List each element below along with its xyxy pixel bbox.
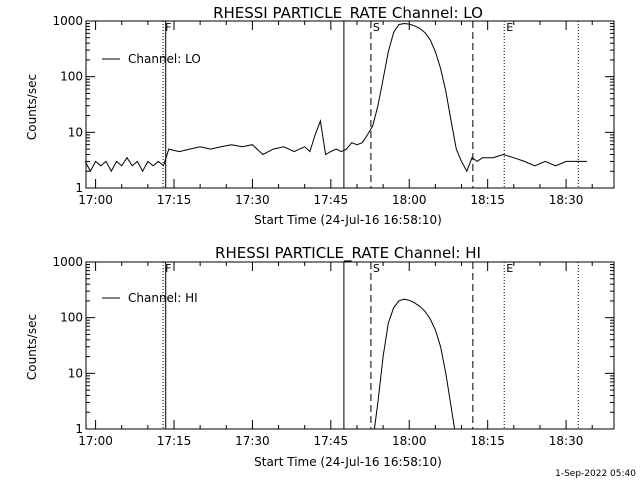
plot-frame (85, 20, 615, 189)
x-tick-label: 17:45 (314, 434, 349, 448)
event-marker-label: E (506, 21, 513, 34)
x-tick-label: 17:15 (157, 193, 192, 207)
event-marker-label: S (373, 262, 380, 275)
event-marker-label: F (165, 262, 171, 275)
y-axis-label-hi: Counts/sec (25, 314, 39, 380)
event-marker-label: F (165, 21, 171, 34)
y-tick-label: 1 (75, 422, 83, 436)
x-tick-label: 18:30 (549, 434, 584, 448)
x-tick-label: 18:00 (392, 434, 427, 448)
footer-timestamp: 1-Sep-2022 05:40 (555, 469, 636, 479)
y-tick-label: 10 (68, 125, 83, 139)
x-tick-label: 18:15 (470, 193, 505, 207)
x-tick-label: 17:45 (314, 193, 349, 207)
x-tick-label: 18:30 (549, 193, 584, 207)
chart-title-lo: RHESSI PARTICLE_RATE Channel: LO (213, 4, 483, 23)
x-tick-label: 17:30 (235, 193, 270, 207)
y-tick-label: 100 (60, 311, 83, 325)
x-tick-label: 17:15 (157, 434, 192, 448)
x-tick-label: 17:00 (78, 193, 113, 207)
x-axis-label-lo: Start Time (24-Jul-16 16:58:10) (254, 213, 442, 227)
y-tick-label: 1000 (52, 255, 83, 269)
lo-channel-panel: RHESSI PARTICLE_RATE Channel: LO Start T… (25, 4, 615, 227)
x-tick-label: 17:00 (78, 434, 113, 448)
legend-label-lo: Channel: LO (128, 52, 201, 66)
event-marker-label: E (506, 262, 513, 275)
y-tick-label: 10 (68, 366, 83, 380)
y-axis-label-lo: Counts/sec (25, 74, 39, 140)
chart-title-hi: RHESSI PARTICLE_RATE Channel: HI (215, 244, 481, 263)
plot-frame (85, 261, 615, 430)
series-line (373, 298, 456, 430)
y-tick-label: 1 (75, 181, 83, 195)
hi-channel-panel: RHESSI PARTICLE_RATE Channel: HI Start T… (25, 244, 615, 469)
series-line (84, 22, 587, 173)
event-marker-label: S (373, 21, 380, 34)
y-tick-label: 1000 (52, 14, 83, 28)
x-tick-label: 17:30 (235, 434, 270, 448)
x-tick-label: 18:00 (392, 193, 427, 207)
x-axis-label-hi: Start Time (24-Jul-16 16:58:10) (254, 455, 442, 469)
y-tick-label: 100 (60, 70, 83, 84)
x-tick-label: 18:15 (470, 434, 505, 448)
